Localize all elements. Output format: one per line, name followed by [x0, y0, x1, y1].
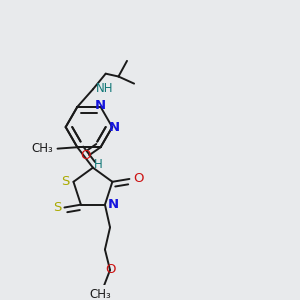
Text: CH₃: CH₃	[32, 142, 53, 155]
Text: H: H	[94, 158, 102, 171]
Text: S: S	[53, 201, 61, 214]
Text: N: N	[94, 99, 106, 112]
Text: NH: NH	[96, 82, 114, 95]
Text: CH₃: CH₃	[90, 288, 112, 300]
Text: O: O	[133, 172, 143, 185]
Text: N: N	[108, 121, 119, 134]
Text: S: S	[61, 175, 70, 188]
Text: O: O	[81, 149, 91, 162]
Text: O: O	[105, 263, 115, 277]
Text: N: N	[108, 198, 119, 211]
